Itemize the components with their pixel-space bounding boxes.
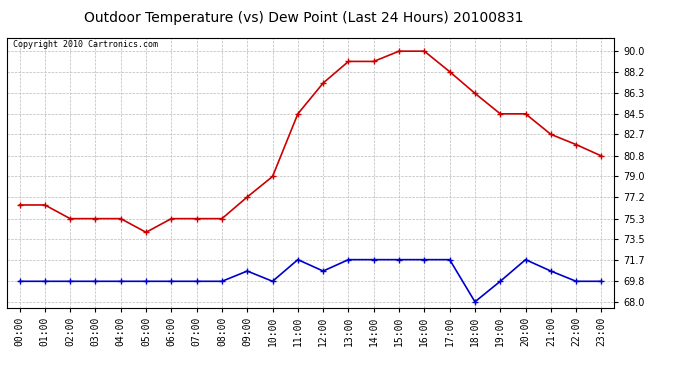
Text: Outdoor Temperature (vs) Dew Point (Last 24 Hours) 20100831: Outdoor Temperature (vs) Dew Point (Last… <box>84 11 523 25</box>
Text: Copyright 2010 Cartronics.com: Copyright 2010 Cartronics.com <box>13 40 158 49</box>
